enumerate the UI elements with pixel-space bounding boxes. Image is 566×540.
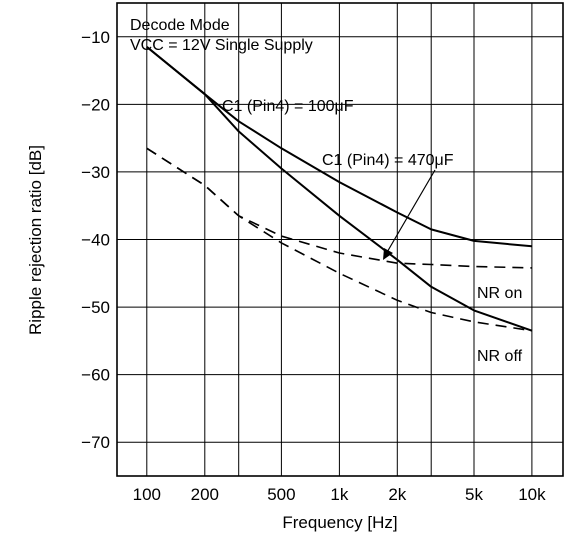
y-tick-label: −60: [81, 366, 110, 385]
plot-frame: [116, 2, 564, 477]
x-tick-label: 100: [133, 485, 161, 504]
y-tick-labels: −10 −20 −30 −40 −50 −60 −70: [81, 28, 110, 452]
annotation-c1-470uf: C1 (Pin4) = 470μF: [322, 152, 454, 169]
x-axis-label: Frequency [Hz]: [282, 513, 397, 532]
y-tick-label: −70: [81, 433, 110, 452]
x-tick-label: 10k: [518, 485, 546, 504]
grid: [117, 3, 563, 476]
arrow-head: [383, 248, 393, 260]
y-tick-label: −10: [81, 28, 110, 47]
y-tick-label: −30: [81, 163, 110, 182]
annotation-c1-100uf: C1 (Pin4) = 100μF: [222, 98, 354, 115]
x-tick-label: 200: [191, 485, 219, 504]
condition-mode: Decode Mode: [130, 17, 230, 34]
annotation-nr-on: NR on: [477, 285, 522, 302]
annotation-nr-off: NR off: [477, 348, 523, 365]
series-line-1: [146, 46, 532, 248]
series-line-2: [146, 46, 533, 332]
x-tick-label: 500: [267, 485, 295, 504]
x-tick-label: 5k: [465, 485, 483, 504]
y-axis-label: Ripple rejection ratio [dB]: [26, 145, 45, 335]
annotation-arrow: [383, 169, 436, 260]
x-tick-label: 2k: [388, 485, 406, 504]
x-tick-label: 1k: [330, 485, 348, 504]
series-layer: [146, 46, 533, 332]
y-tick-label: −20: [81, 95, 110, 114]
x-tick-labels: 100 200 500 1k 2k 5k 10k: [133, 485, 546, 504]
y-tick-label: −50: [81, 298, 110, 317]
series-line-3: [146, 147, 532, 269]
y-tick-label: −40: [81, 231, 110, 250]
condition-supply: VCC = 12V Single Supply: [130, 37, 313, 54]
